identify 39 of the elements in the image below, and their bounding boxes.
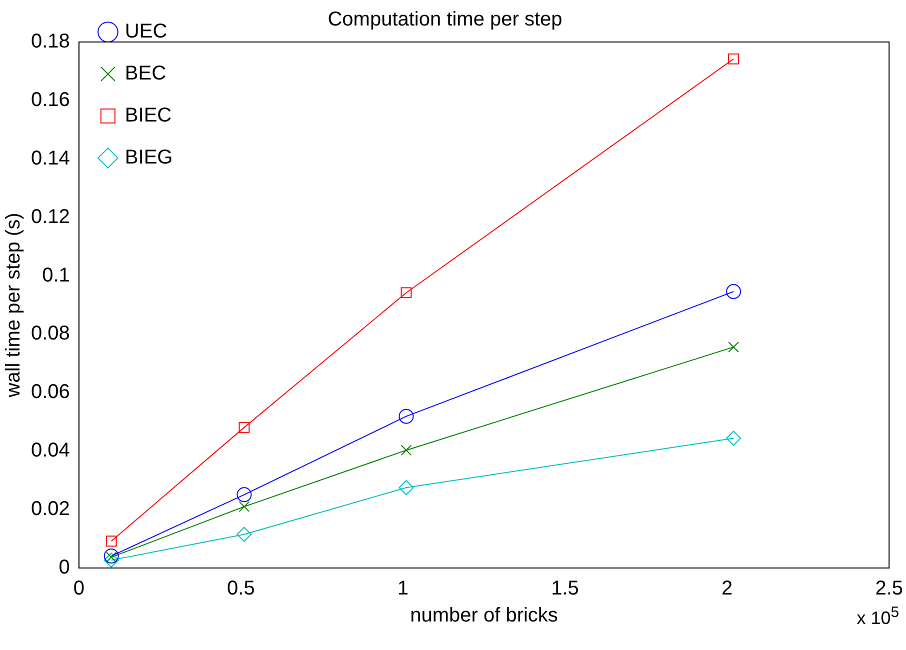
x-tick-label: 1 xyxy=(397,578,409,600)
x-axis-title: number of bricks xyxy=(410,604,558,627)
point xyxy=(238,501,250,512)
y-tick-label: 0.02 xyxy=(30,498,70,520)
y-tick-label: 0.12 xyxy=(30,206,70,228)
point xyxy=(728,342,739,353)
point xyxy=(104,548,119,564)
y-tick-label: 0.08 xyxy=(30,322,70,345)
point xyxy=(236,487,252,502)
point xyxy=(104,552,119,568)
x-tick-label: 0 xyxy=(73,578,84,600)
point xyxy=(726,430,742,446)
point xyxy=(238,422,250,433)
y-tick-label: 0.06 xyxy=(30,381,70,404)
y-tick-label: 0.16 xyxy=(30,88,70,111)
point xyxy=(728,54,739,64)
point xyxy=(236,526,252,542)
x-tick-label: 0.5 xyxy=(227,578,255,600)
legend-label: UEC xyxy=(124,20,168,43)
point xyxy=(400,287,412,298)
chart-title: Computation time per step xyxy=(328,8,562,31)
legend-label: BEC xyxy=(124,62,166,85)
text: x 10$^{5}$ xyxy=(856,604,900,629)
y-axis-title: wall time per step (s) xyxy=(2,212,25,398)
point xyxy=(106,536,117,547)
point xyxy=(398,480,414,496)
point xyxy=(726,284,742,300)
x-tick-label: 1.5 xyxy=(551,578,579,600)
y-tick-label: 0.04 xyxy=(30,440,70,462)
y-tick-label: 0 xyxy=(58,556,70,579)
point xyxy=(398,408,414,424)
y-tick-label: 0.18 xyxy=(30,30,70,53)
y-tick-label: 0.14 xyxy=(30,147,70,170)
point xyxy=(400,444,412,456)
x-tick-label: 2.5 xyxy=(875,578,904,600)
legend-label: BIEG xyxy=(124,146,173,169)
legend-label: BIEC xyxy=(124,104,172,127)
y-tick-label: 0.1 xyxy=(42,264,70,286)
x-tick-label: 2 xyxy=(722,578,733,600)
